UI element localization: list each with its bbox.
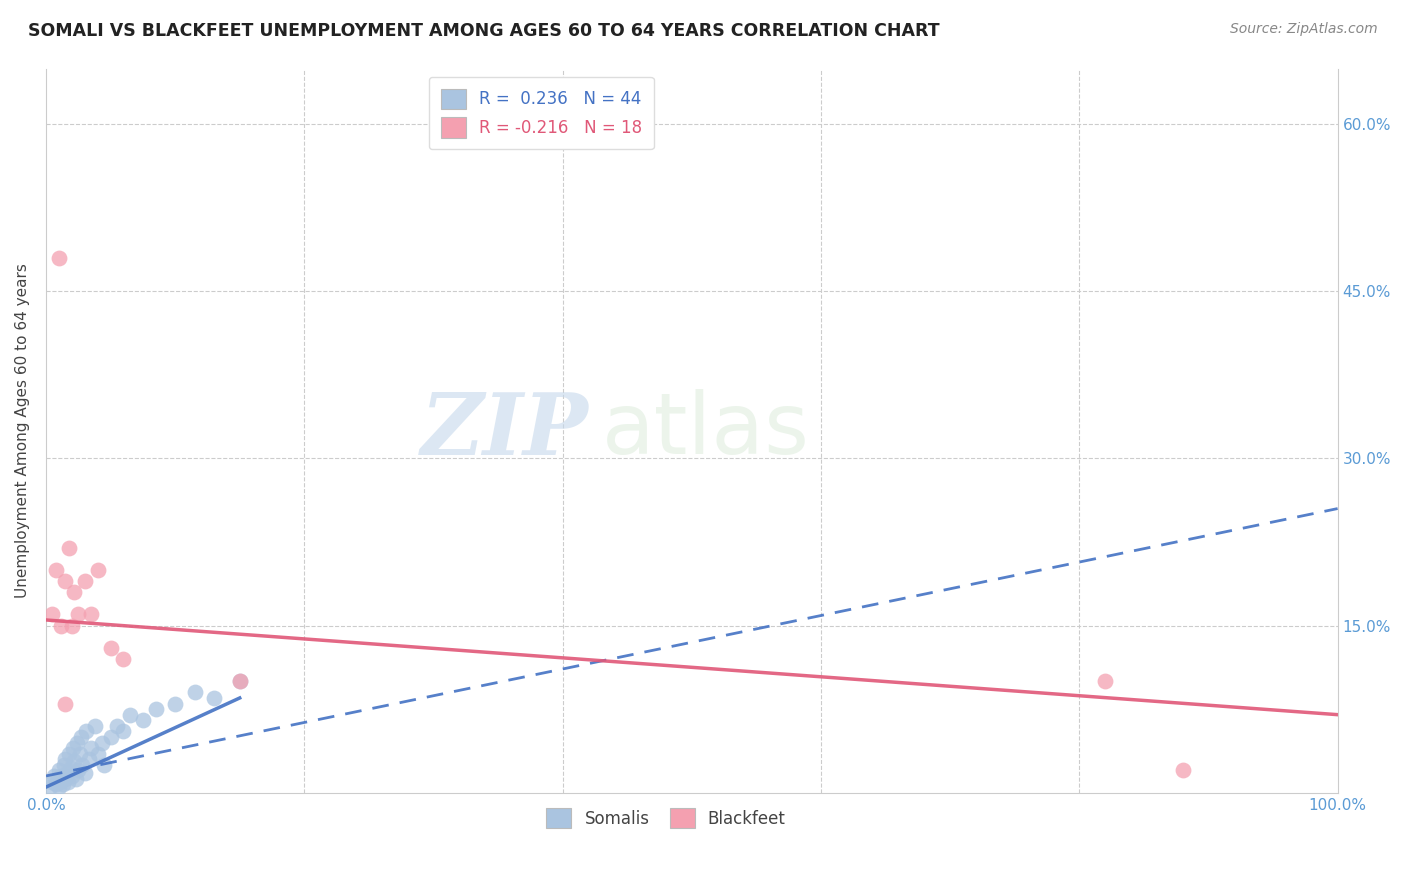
Point [105,719,128,733]
Point [1094,674,1116,689]
Point [80,741,103,756]
Text: atlas: atlas [602,389,810,472]
Point [84,719,107,733]
Point [70,730,93,744]
Point [112,724,135,739]
Point [73,574,96,588]
Point [228,674,250,689]
Point [41,607,63,622]
Point [67,764,90,778]
Point [53,574,76,588]
Point [67,607,90,622]
Legend: Somalis, Blackfeet: Somalis, Blackfeet [540,801,793,835]
Point [73,765,96,780]
Point [80,607,103,622]
Point [183,685,205,699]
Point [41,774,63,789]
Y-axis label: Unemployment Among Ages 60 to 64 years: Unemployment Among Ages 60 to 64 years [15,263,30,598]
Point [59,761,82,775]
Point [63,585,86,599]
Point [118,707,141,722]
Point [90,735,112,749]
Point [48,251,70,265]
Point [60,769,83,783]
Text: SOMALI VS BLACKFEET UNEMPLOYMENT AMONG AGES 60 TO 64 YEARS CORRELATION CHART: SOMALI VS BLACKFEET UNEMPLOYMENT AMONG A… [28,22,939,40]
Point [86,747,108,761]
Point [55,765,77,780]
Point [202,690,225,705]
Point [45,563,67,577]
Point [53,697,76,711]
Point [53,772,76,787]
Point [100,730,122,744]
Point [48,780,70,794]
Point [69,747,91,761]
Point [65,772,87,787]
Point [1171,764,1194,778]
Point [165,697,187,711]
Point [56,774,79,789]
Point [51,769,73,783]
Point [58,747,80,761]
Point [75,724,97,739]
Point [45,777,67,791]
Point [86,563,108,577]
Point [58,541,80,555]
Point [46,772,69,787]
Point [53,752,76,766]
Point [48,764,70,778]
Point [112,652,135,666]
Point [93,757,115,772]
Point [53,757,76,772]
Point [100,640,122,655]
Point [60,618,83,632]
Point [52,777,75,791]
Text: ZIP: ZIP [420,389,589,473]
Text: Source: ZipAtlas.com: Source: ZipAtlas.com [1230,22,1378,37]
Point [63,755,86,769]
Point [42,769,65,783]
Point [145,702,167,716]
Point [49,774,72,789]
Point [228,674,250,689]
Point [51,618,73,632]
Point [77,752,100,766]
Point [38,780,60,794]
Point [66,735,89,749]
Point [62,741,84,756]
Point [132,713,155,727]
Point [70,757,93,772]
